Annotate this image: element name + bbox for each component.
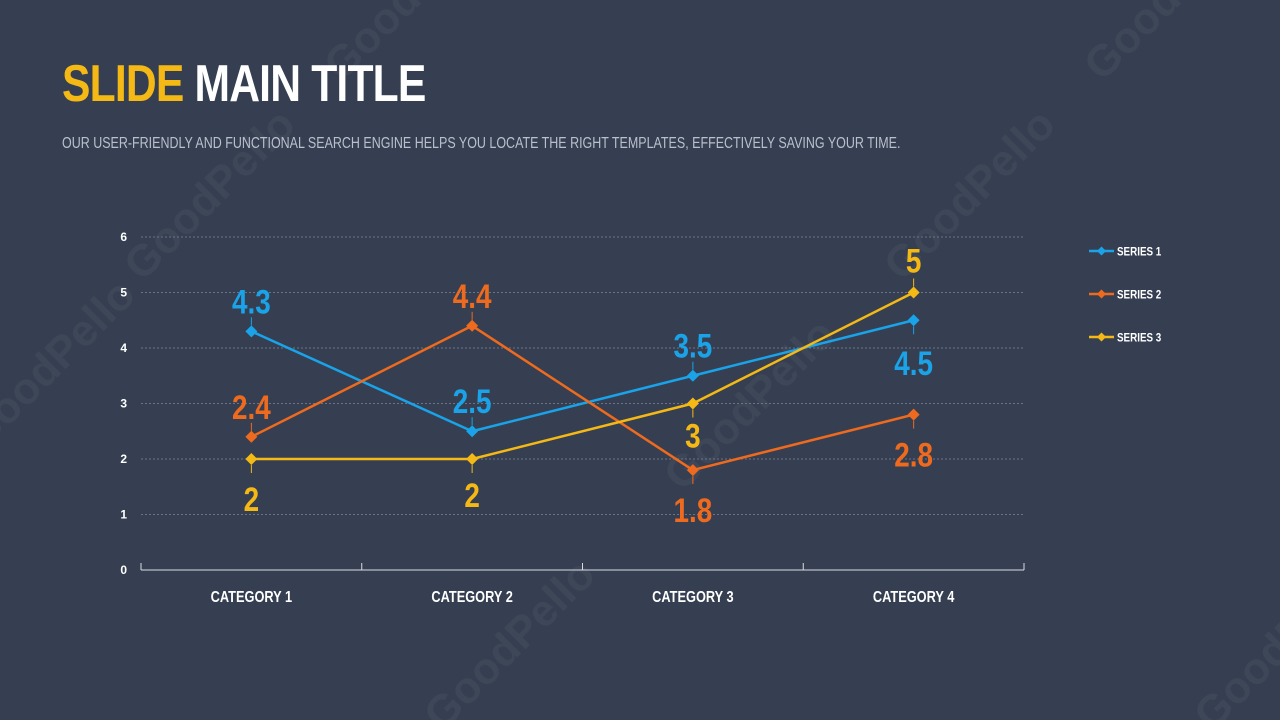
y-tick-label: 4 bbox=[120, 341, 127, 355]
data-label: 2.5 bbox=[453, 383, 492, 421]
data-point bbox=[466, 425, 479, 438]
data-label: 4.4 bbox=[453, 277, 492, 315]
y-tick-label: 1 bbox=[120, 508, 127, 522]
slide-title: SLIDE MAIN TITLE bbox=[62, 54, 426, 114]
data-label: 2.4 bbox=[232, 388, 271, 426]
y-tick-label: 0 bbox=[120, 563, 127, 577]
data-label: 4.5 bbox=[894, 345, 933, 383]
data-label: 1.8 bbox=[674, 491, 713, 529]
title-accent: SLIDE bbox=[62, 55, 184, 113]
legend-item-label: SERIES 3 bbox=[1117, 332, 1161, 345]
series-layer bbox=[245, 278, 920, 485]
data-point bbox=[907, 286, 920, 299]
data-label: 3.5 bbox=[674, 327, 713, 365]
data-label: 2.8 bbox=[894, 436, 933, 474]
y-tick-label: 2 bbox=[120, 452, 127, 466]
data-label: 3 bbox=[685, 417, 701, 455]
y-tick-label: 3 bbox=[120, 397, 127, 411]
y-tick-label: 6 bbox=[120, 230, 127, 244]
data-point bbox=[245, 325, 258, 338]
data-point bbox=[907, 408, 920, 421]
data-point bbox=[245, 430, 258, 443]
data-point bbox=[686, 464, 699, 477]
x-tick-label: CATEGORY 1 bbox=[211, 589, 292, 607]
data-label: 2 bbox=[244, 480, 260, 518]
axis-layer: 0 1 2 3 4 5 6 CATEGORY 1 CATEGORY 2 CATEGORY 3 CAT… bbox=[120, 230, 1025, 607]
grid-layer bbox=[141, 236, 1024, 515]
data-label: 4.3 bbox=[232, 283, 271, 321]
data-point bbox=[686, 369, 699, 382]
data-point bbox=[466, 319, 479, 332]
legend-swatch-marker bbox=[1097, 332, 1106, 342]
data-label: 5 bbox=[906, 242, 922, 280]
data-point bbox=[686, 397, 699, 410]
data-point bbox=[245, 453, 258, 465]
y-tick-label: 5 bbox=[120, 286, 127, 300]
data-point bbox=[466, 453, 479, 465]
data-label-layer: 4.3 2.5 3.5 4.5 2.4 4.4 1.8 2.8 2 2 3 5 bbox=[232, 242, 933, 530]
legend: SERIES 1 SERIES 2 SERIES 3 bbox=[1089, 246, 1161, 345]
x-tick-label: CATEGORY 3 bbox=[652, 589, 733, 607]
x-tick-label: CATEGORY 4 bbox=[873, 589, 954, 607]
series-line-1 bbox=[250, 319, 914, 433]
title-rest: MAIN TITLE bbox=[194, 55, 427, 113]
data-label: 2 bbox=[464, 476, 480, 514]
series-line-2 bbox=[250, 324, 914, 472]
legend-item-label: SERIES 1 bbox=[1117, 246, 1161, 259]
slide-subtitle: OUR USER-FRIENDLY AND FUNCTIONAL SEARCH … bbox=[62, 135, 901, 152]
legend-swatch-marker bbox=[1097, 289, 1106, 299]
series-line-3 bbox=[251, 291, 915, 461]
data-point bbox=[907, 314, 920, 327]
legend-item-label: SERIES 2 bbox=[1117, 289, 1161, 302]
legend-swatch-marker bbox=[1097, 246, 1106, 256]
x-tick-label: CATEGORY 2 bbox=[431, 589, 512, 607]
